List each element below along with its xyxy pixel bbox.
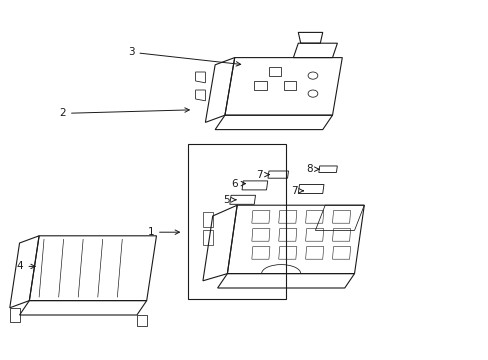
Text: 6: 6	[231, 179, 245, 189]
Text: 1: 1	[147, 227, 179, 237]
Text: 8: 8	[305, 164, 318, 174]
Text: 7: 7	[256, 170, 268, 180]
Text: 5: 5	[223, 195, 235, 205]
Text: 7: 7	[290, 186, 303, 196]
Text: 4: 4	[17, 261, 35, 271]
Bar	[188, 144, 285, 299]
Text: 2: 2	[59, 108, 189, 118]
Text: 3: 3	[127, 47, 240, 66]
